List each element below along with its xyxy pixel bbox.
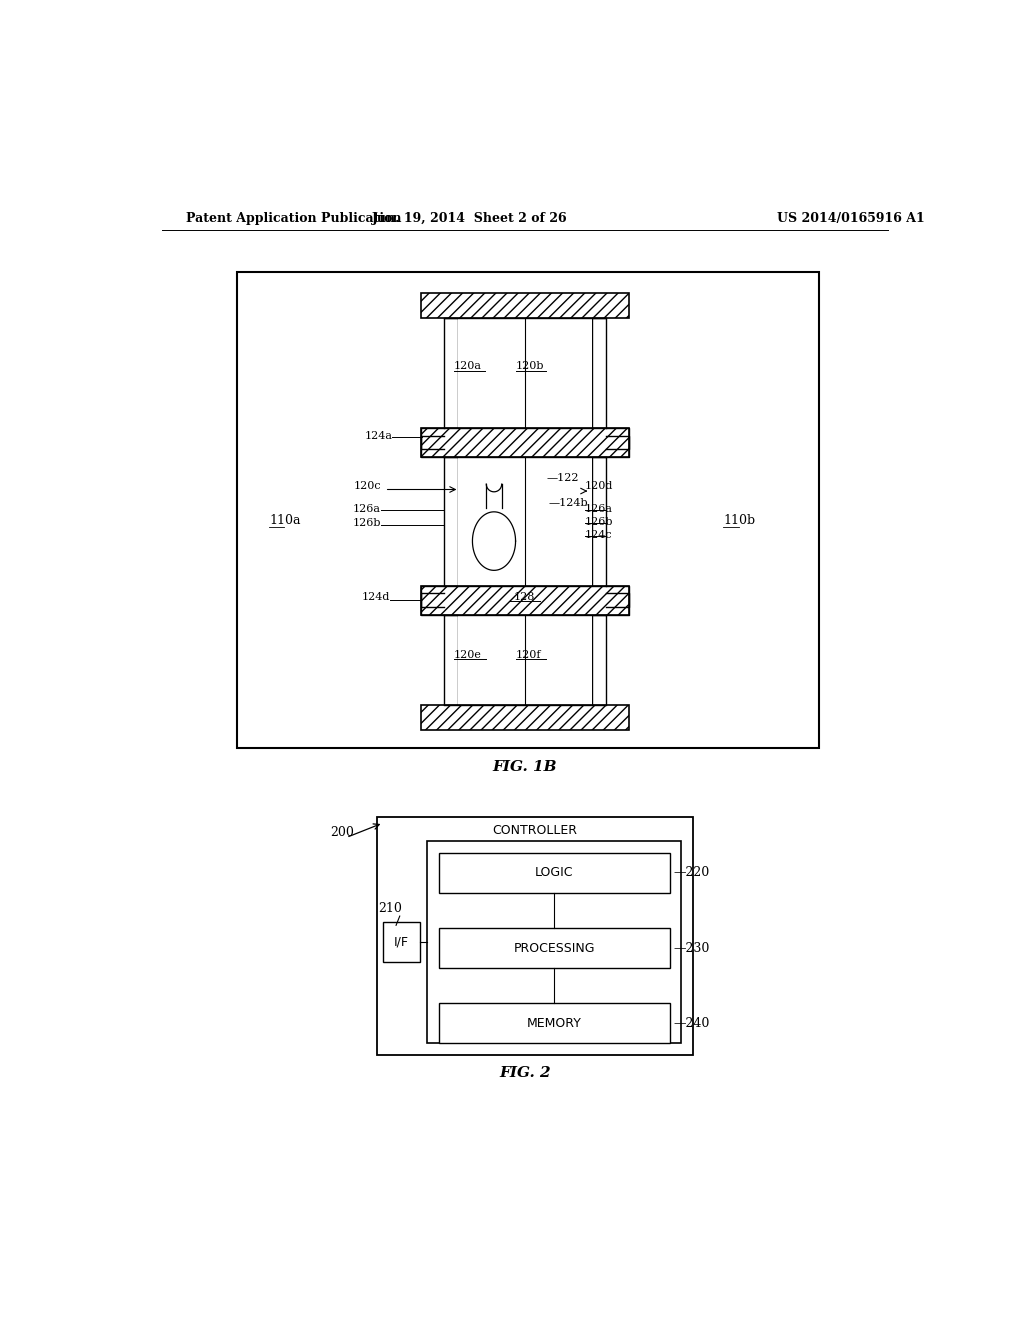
Text: FIG. 1B: FIG. 1B [493,760,557,774]
Bar [592,457,605,586]
Bar [438,853,670,892]
Text: —124b: —124b [549,498,589,508]
Text: 120e: 120e [454,649,482,660]
Text: LOGIC: LOGIC [535,866,573,879]
Text: 126b: 126b [585,517,613,527]
Bar [592,318,605,428]
Bar [444,457,458,586]
Bar [444,615,458,705]
Text: 120d: 120d [585,480,613,491]
Bar [592,615,605,705]
Text: 120b: 120b [515,362,544,371]
Text: 200: 200 [331,825,354,838]
Text: 110a: 110a [269,513,301,527]
Bar [438,1003,670,1043]
Text: I/F: I/F [394,936,410,949]
Text: MEMORY: MEMORY [526,1016,582,1030]
Bar [421,586,629,615]
Bar [421,428,629,457]
Bar [458,318,592,428]
Text: US 2014/0165916 A1: US 2014/0165916 A1 [777,213,925,224]
Text: 126a: 126a [353,504,381,513]
Text: PROCESSING: PROCESSING [513,941,595,954]
Bar [458,615,592,705]
Bar [421,705,629,730]
Text: 124c: 124c [585,529,612,540]
Bar [444,318,458,428]
Bar [377,817,692,1056]
Text: 110b: 110b [724,513,756,527]
Text: 120f: 120f [515,649,541,660]
Text: Patent Application Publication: Patent Application Publication [186,213,401,224]
Text: 124a: 124a [365,430,392,441]
Text: 120a: 120a [454,362,482,371]
Text: CONTROLLER: CONTROLLER [493,824,578,837]
Text: 128: 128 [514,593,536,602]
Bar [237,272,819,748]
Bar [458,457,592,586]
Text: 126b: 126b [352,519,381,528]
Text: 120c: 120c [353,480,381,491]
Text: 210: 210 [379,902,402,915]
Bar [438,928,670,968]
Text: —240: —240 [674,1016,710,1030]
Bar [427,841,681,1043]
Text: —122: —122 [547,473,579,483]
Bar [421,293,629,318]
Text: Jun. 19, 2014  Sheet 2 of 26: Jun. 19, 2014 Sheet 2 of 26 [372,213,567,224]
Text: 124d: 124d [361,593,390,602]
Text: FIG. 2: FIG. 2 [499,1067,551,1080]
Bar [383,923,420,962]
Text: —230: —230 [674,941,710,954]
Text: —220: —220 [674,866,710,879]
Text: 126a: 126a [585,504,612,513]
